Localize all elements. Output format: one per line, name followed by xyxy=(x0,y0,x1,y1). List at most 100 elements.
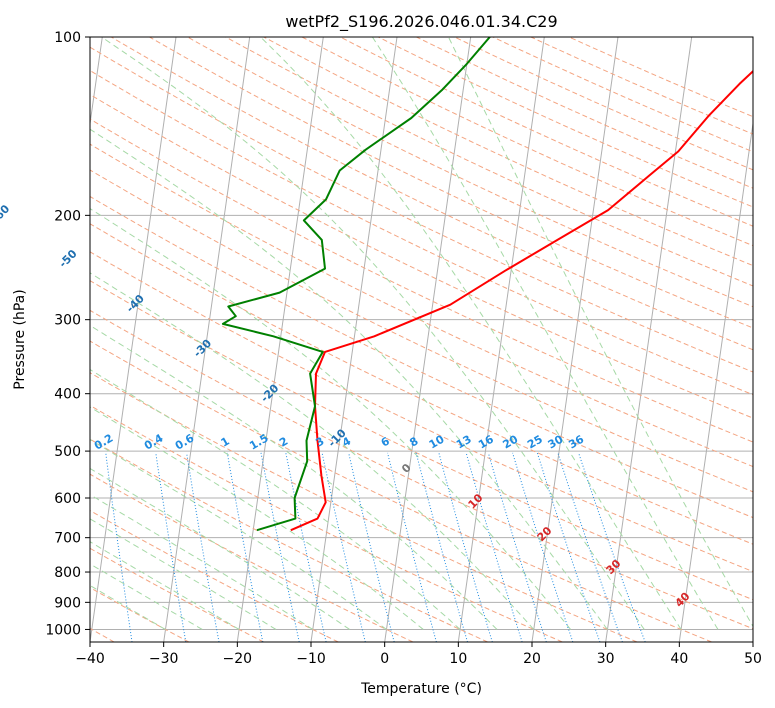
dry-adiabat-line xyxy=(90,118,753,443)
mixing-ratio-line xyxy=(260,452,300,642)
moist-adiabat-line xyxy=(90,128,608,630)
dry-adiabat-line xyxy=(90,46,753,373)
dry-adiabat-line xyxy=(90,372,638,642)
x-tick-label: 0 xyxy=(380,651,389,667)
moist-adiabat-line xyxy=(90,518,277,630)
dry-adiabat-line xyxy=(90,169,753,493)
dry-adiabat-line xyxy=(339,37,753,227)
isotherm-line xyxy=(310,37,398,642)
dry-adiabat-line xyxy=(263,37,753,267)
y-axis-label: Pressure (hPa) xyxy=(12,289,28,389)
x-tick-label: −20 xyxy=(223,651,253,667)
mixing-ratio-line xyxy=(348,452,395,642)
mixing-ratio-label: 2 xyxy=(277,435,290,450)
mixing-ratio-line xyxy=(226,452,264,642)
moist-adiabat-line xyxy=(260,37,682,630)
x-tick-label: −40 xyxy=(75,651,105,667)
moist-adiabat-line xyxy=(101,37,645,630)
dry-adiabat-line xyxy=(492,37,753,153)
dry-adiabat-line xyxy=(90,309,753,630)
dry-adiabat-label: -20 xyxy=(258,381,281,404)
chart-title: wetPf2_S196.2026.046.01.34.C29 xyxy=(285,12,557,32)
dry-adiabat-line xyxy=(301,37,753,247)
mixing-ratio-label: 10 xyxy=(427,432,447,451)
dry-adiabat-line xyxy=(90,143,753,468)
y-tick-label: 600 xyxy=(54,491,81,507)
x-tick-label: 20 xyxy=(523,651,541,667)
moist-adiabat-line xyxy=(90,467,350,630)
dry-adiabat-line xyxy=(90,280,753,601)
mixing-ratio-line xyxy=(155,452,187,642)
moist-adiabat-line xyxy=(90,584,166,630)
dry-adiabat-line xyxy=(90,509,339,642)
mixing-ratio-line xyxy=(387,452,437,642)
y-tick-label: 300 xyxy=(54,313,81,329)
moist-adiabat-line xyxy=(90,563,203,630)
moist-adiabat-line xyxy=(448,37,753,628)
isotherm-line xyxy=(90,37,103,128)
y-tick-label: 700 xyxy=(54,531,81,547)
mixing-ratio-label: 30 xyxy=(546,432,566,451)
moist-adiabat-line xyxy=(90,494,314,630)
x-tick-label: −30 xyxy=(149,651,179,667)
isotherm-line xyxy=(678,119,753,642)
dry-adiabat-line xyxy=(110,37,753,351)
mixing-ratio-line xyxy=(59,453,82,642)
mixing-ratio-label: 36 xyxy=(566,432,586,451)
x-tick-label: 40 xyxy=(670,651,688,667)
mixing-ratio-label: 16 xyxy=(476,432,496,451)
dry-adiabat-line xyxy=(378,37,753,208)
mixing-ratio-line xyxy=(438,452,493,642)
mixing-ratio-line xyxy=(512,452,574,642)
dry-adiabat-line xyxy=(90,223,753,545)
moist-adiabat-label: 0 xyxy=(399,461,414,476)
isotherm-line xyxy=(384,37,472,642)
dry-adiabat-line xyxy=(187,37,753,308)
mixing-ratio-label: 0.4 xyxy=(142,431,166,452)
y-tick-label: 800 xyxy=(54,565,81,581)
y-tick-label: 1000 xyxy=(45,622,81,638)
y-tick-label: 100 xyxy=(54,30,81,46)
moist-adiabat-line xyxy=(90,541,240,630)
mixing-ratio-line xyxy=(186,452,220,642)
x-tick-label: 30 xyxy=(597,651,615,667)
y-axis: 1000 900 800 700 600 500 400 300 200 100 xyxy=(45,30,90,638)
y-tick-label: 500 xyxy=(54,444,81,460)
moist-adiabat-label: 10 xyxy=(466,491,486,511)
background-lines xyxy=(59,37,753,642)
mixing-ratio-label: 1 xyxy=(219,435,232,450)
mixing-ratio-label: 13 xyxy=(454,433,474,452)
sounding-series xyxy=(221,37,753,532)
dry-adiabat-label: -60 xyxy=(0,202,13,225)
dry-adiabat-label: -40 xyxy=(124,292,147,315)
x-axis-label: Temperature (°C) xyxy=(360,681,482,697)
isotherm-line xyxy=(605,37,693,642)
dry-adiabat-line xyxy=(90,251,753,573)
y-tick-label: 900 xyxy=(54,595,81,611)
x-tick-label: 10 xyxy=(449,651,467,667)
dry-adiabat-line xyxy=(416,37,753,189)
moist-adiabat-label: 20 xyxy=(535,524,555,544)
mixing-ratio-label: 20 xyxy=(500,432,520,451)
line-labels: 0.20.40.611.52346810131620253036-100-90-… xyxy=(0,202,693,610)
mixing-ratio-label: 6 xyxy=(379,434,392,449)
dry-adiabat-line xyxy=(454,37,753,171)
isotherm-line xyxy=(90,37,177,642)
moist-adiabat-line xyxy=(371,37,719,630)
dry-adiabat-line xyxy=(90,93,753,419)
mixing-ratio-line xyxy=(465,452,523,642)
dry-adiabat-line xyxy=(90,547,264,642)
mixing-ratio-label: 0.2 xyxy=(92,432,115,453)
isotherm-line xyxy=(531,37,619,642)
mixing-ratio-line xyxy=(536,452,601,642)
moist-adiabat-line xyxy=(90,438,387,630)
x-axis: −40 −30 −20 −10 0 10 20 30 40 50 xyxy=(75,642,762,667)
x-tick-label: 50 xyxy=(744,651,762,667)
mixing-ratio-line xyxy=(578,452,646,642)
dry-adiabat-line xyxy=(225,37,753,287)
moist-adiabat-line xyxy=(90,368,461,630)
moist-adiabat-line xyxy=(90,208,571,630)
isotherm-line xyxy=(457,37,545,642)
mixing-ratio-line xyxy=(557,452,623,642)
